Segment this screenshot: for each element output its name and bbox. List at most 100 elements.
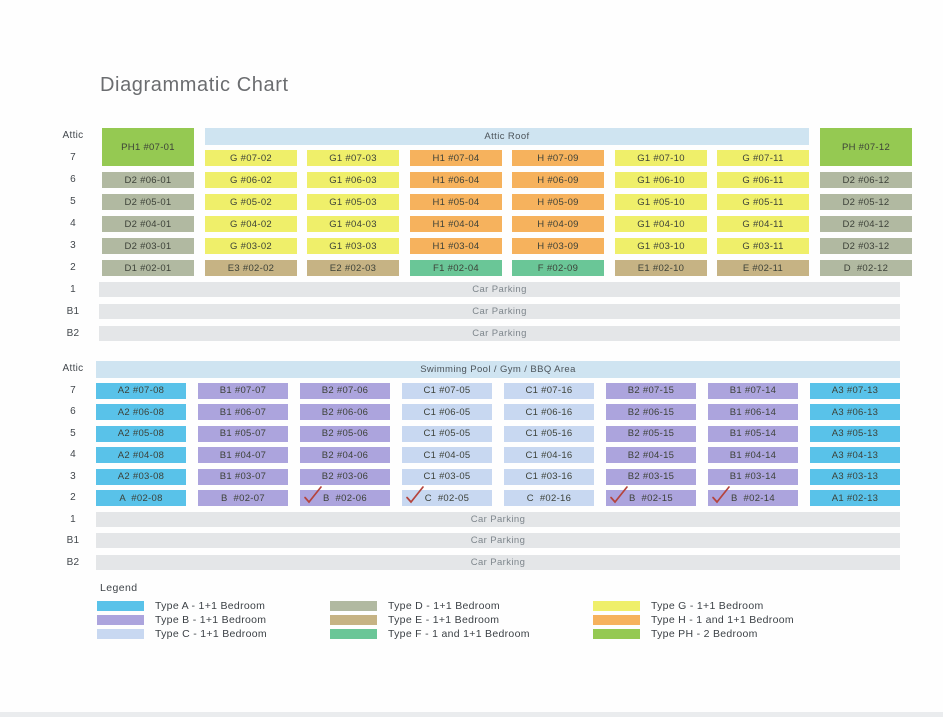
unit-cell: D2 #06-01 [102,172,194,188]
unit-label: G1 #03-03 [329,240,377,252]
page-bottom-edge [0,712,943,717]
unit-cell: B1 #05-07 [198,425,288,442]
floor-label-6: 6 [70,406,76,417]
legend-label: Type E - 1+1 Bedroom [388,614,500,627]
unit-cell: B #02-14 [708,486,798,506]
unit-label: G1 #05-03 [329,196,377,208]
unit-label: G1 #04-10 [637,218,685,230]
unit-cell: G #03-02 [205,238,297,254]
unit-cell: B2 #06-06 [300,404,390,420]
unit-cell: B1 #04-14 [708,447,798,463]
unit-cell: D1 #02-01 [102,260,194,276]
unit-label: C1 #03-05 [423,471,471,482]
unit-label: B1 #07-07 [219,385,267,396]
unit-label: G1 #05-10 [637,196,685,208]
unit-label: A3 #04-13 [831,449,879,461]
legend-swatch-f [330,629,377,640]
unit-cell: G1 #04-10 [615,216,707,232]
legend-swatch-h [593,615,640,626]
unit-cell: G1 #07-03 [307,150,399,166]
floor-label-7: 7 [70,384,76,396]
floor-label-attic: Attic [62,363,84,374]
legend-swatch-e [330,615,377,626]
legend-entry-type-d: Type D - 1+1 Bedroom [330,600,500,612]
unit-label: H #06-09 [537,174,579,186]
unit-cell: G #06-11 [717,172,809,188]
unit-label: E1 #02-10 [637,262,685,274]
unit-label: D2 #03-01 [124,240,172,252]
unit-label: D2 #06-01 [124,174,172,186]
unit-cell: PH #07-12 [820,128,912,166]
unit-label: G #04-02 [229,218,272,230]
unit-label: A2 #06-08 [117,406,165,418]
unit-label: A3 #06-13 [831,406,879,418]
unit-label: E2 #02-03 [329,262,377,274]
floor-label-b2: B2 [66,556,80,568]
unit-cell: D2 #04-01 [102,216,194,232]
unit-cell: A2 #06-08 [96,404,186,420]
unit-label: G #06-02 [229,174,272,186]
unit-cell: G #06-02 [205,172,297,188]
unit-cell: B2 #07-15 [606,382,696,399]
unit-cell: B2 #06-15 [606,404,696,420]
legend-label: Type G - 1+1 Bedroom [651,600,764,612]
unit-label: G1 #06-10 [637,174,685,186]
floor-label-1: 1 [70,284,76,295]
unit-label: B2 #06-15 [627,406,675,418]
unit-label: E #02-11 [742,262,784,274]
unit-label: PH1 #07-01 [121,141,175,153]
unit-cell: C1 #06-05 [402,404,492,420]
unit-label: B2 #05-06 [321,428,369,439]
unit-label: H1 #04-04 [432,218,480,230]
check-mark-icon [712,486,730,504]
unit-cell: H1 #04-04 [410,216,502,232]
unit-cell: B2 #03-06 [300,468,390,485]
check-mark-icon [406,486,424,504]
unit-cell: C #02-05 [402,486,492,506]
legend-swatch-d [330,601,377,611]
unit-cell: A2 #07-08 [96,382,186,399]
legend-entry-type-g: Type G - 1+1 Bedroom [593,600,764,612]
legend-swatch-b [97,615,144,626]
unit-cell: B1 #03-07 [198,468,288,485]
unit-cell: H #04-09 [512,216,604,232]
page-title: Diagrammatic Chart [100,74,289,96]
unit-label: G1 #07-03 [329,152,377,164]
unit-label: G #03-11 [742,240,784,252]
unit-cell: F1 #02-04 [410,260,502,276]
unit-label: F1 #02-04 [432,262,479,274]
unit-cell: A3 #03-13 [810,468,900,485]
floor-label-6: 6 [70,174,76,185]
unit-label: A2 #04-08 [117,449,165,461]
unit-cell: C #02-16 [504,490,594,506]
unit-cell: H #07-09 [512,150,604,166]
unit-cell: E1 #02-10 [615,260,707,276]
legend-label: Type C - 1+1 Bedroom [155,628,267,641]
unit-cell: H1 #05-04 [410,194,502,210]
floor-label-3: 3 [70,470,76,482]
unit-cell: G #07-02 [205,150,297,166]
legend-entry-type-a: Type A - 1+1 Bedroom [97,600,265,612]
unit-cell: H #05-09 [512,194,604,210]
unit-label: G #05-11 [742,196,784,208]
unit-cell: C1 #03-05 [402,468,492,485]
unit-label: H1 #05-04 [432,196,480,208]
unit-cell: D2 #06-12 [820,172,912,188]
unit-cell: C1 #05-16 [504,425,594,442]
unit-label: A2 #07-08 [117,385,165,396]
unit-label: H1 #07-04 [432,152,480,164]
unit-label: A1 #02-13 [831,492,879,504]
unit-cell: B2 #07-06 [300,382,390,399]
legend-entry-type-f: Type F - 1 and 1+1 Bedroom [330,628,530,640]
floor-label-2: 2 [70,262,76,273]
floor-label-4: 4 [70,218,76,229]
unit-label: B1 #06-14 [729,406,777,418]
car-parking-band: Car Parking [99,282,900,297]
unit-cell: D2 #05-12 [820,194,912,210]
unit-label: B2 #04-15 [627,449,675,461]
unit-cell: E #02-11 [717,260,809,276]
unit-label: G #07-11 [742,152,784,164]
unit-label: G #03-02 [229,240,272,252]
unit-label: H1 #06-04 [432,174,480,186]
unit-label: B1 #07-14 [729,385,777,396]
